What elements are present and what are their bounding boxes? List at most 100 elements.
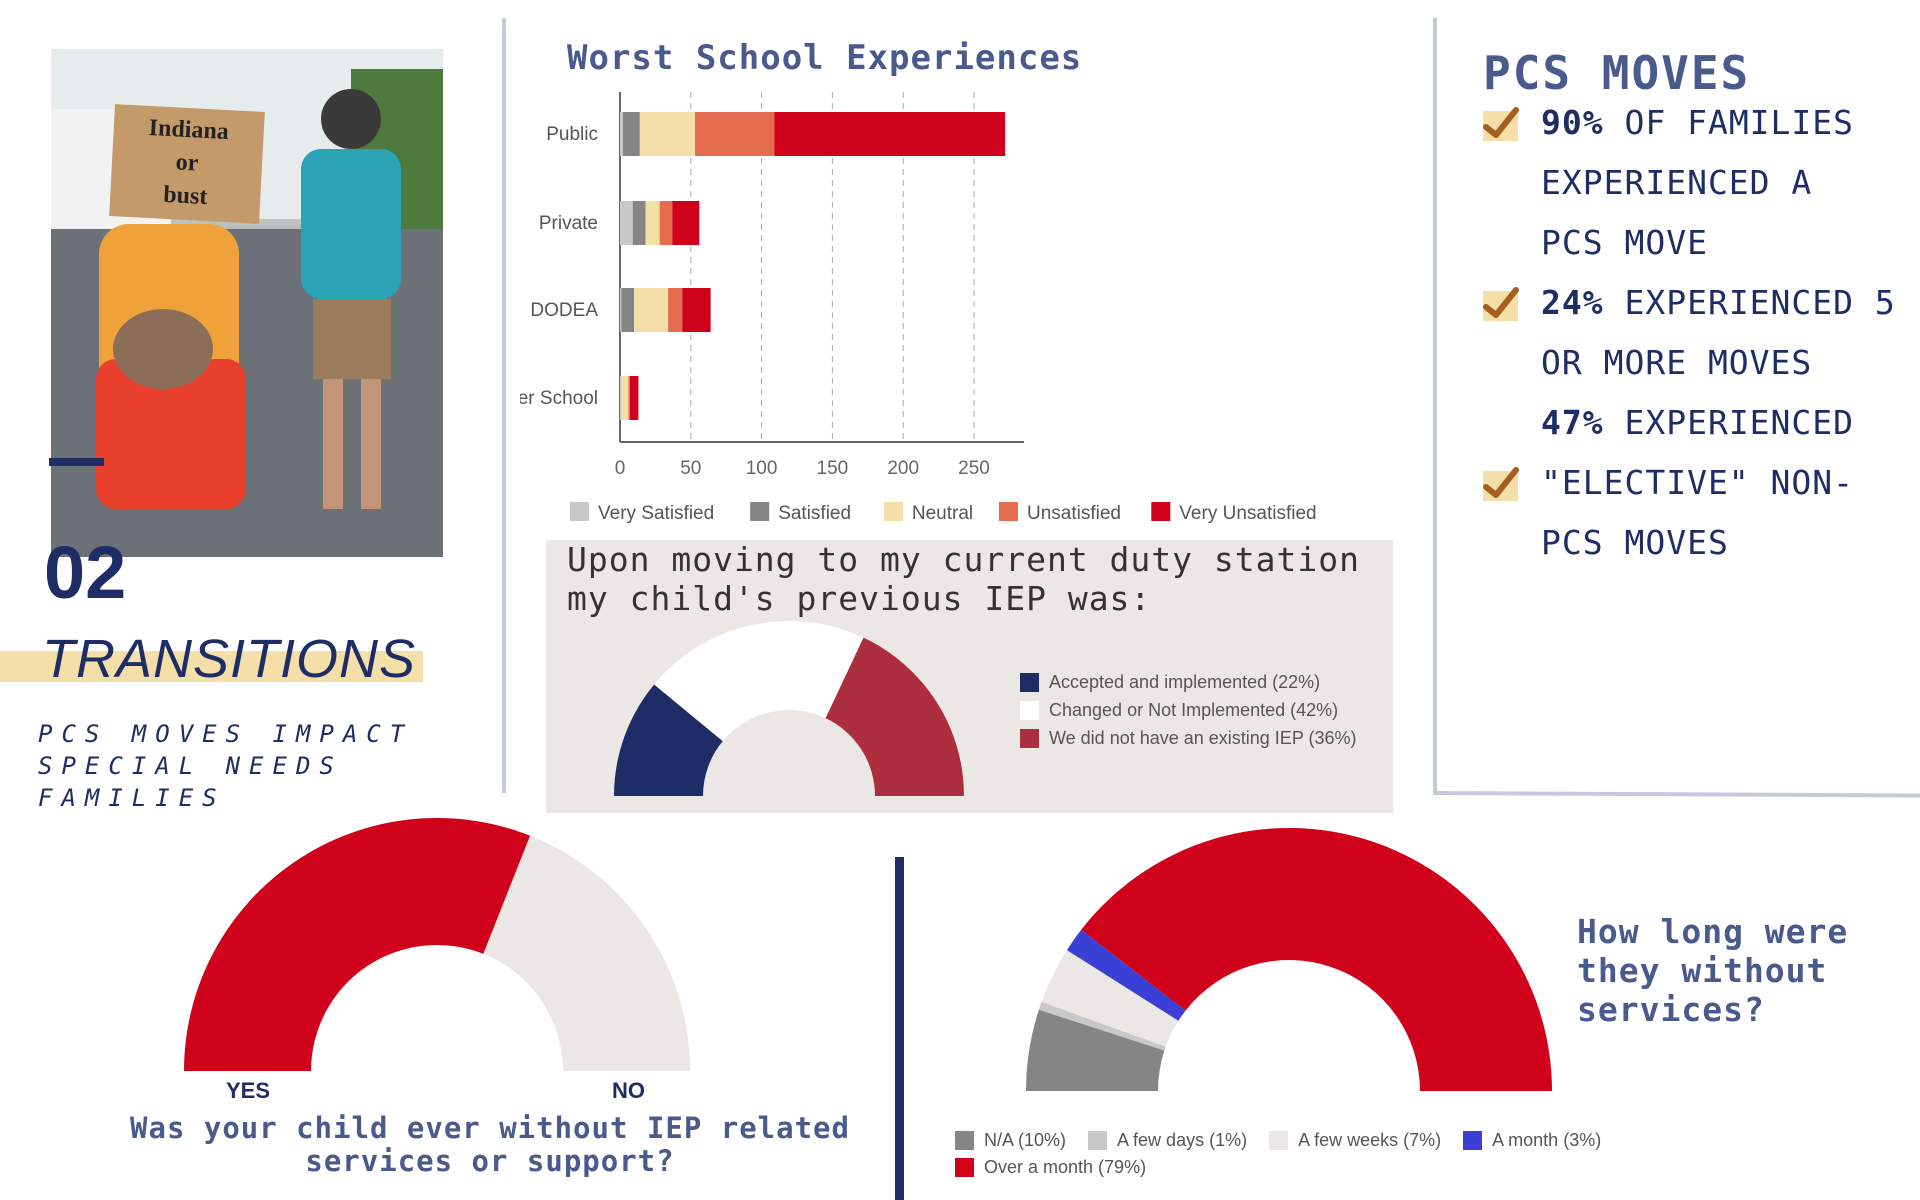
x-tick-label: 200 <box>887 458 919 479</box>
pcs-line: PCS MOVE <box>1541 223 1708 262</box>
accent-dash <box>49 458 104 466</box>
bar-segment-satisfied <box>632 201 646 245</box>
bar-chart-title: Worst School Experiences <box>567 38 1083 78</box>
category-label: DODEA <box>530 300 598 321</box>
bar-segment-very-unsatisfied <box>682 288 711 332</box>
legend-item: N/A (10%) <box>955 1130 1066 1151</box>
bar-segment-neutral <box>639 112 696 156</box>
pcs-line: "ELECTIVE" NON- <box>1541 463 1854 502</box>
legend-label: Unsatisfied <box>1027 503 1121 524</box>
legend-swatch <box>570 502 589 521</box>
yes-label: YES <box>226 1078 271 1103</box>
pcs-text: PCS MOVE <box>1541 223 1708 262</box>
kids-photo: Indiana or bust <box>51 49 443 557</box>
pcs-line: 90% OF FAMILIES <box>1541 103 1854 142</box>
category-label: Private <box>539 213 598 234</box>
pcs-line: 24% EXPERIENCED 5 <box>1541 283 1896 322</box>
pcs-moves-title: PCS MOVES <box>1483 46 1751 100</box>
x-tick-label: 250 <box>958 458 990 479</box>
section-number: 02 <box>44 531 127 614</box>
legend-label: Accepted and implemented (22%) <box>1049 672 1321 692</box>
legend-swatch <box>1463 1131 1483 1150</box>
donut-slice <box>1038 1001 1166 1051</box>
without-services-question: Was your child ever without IEP related … <box>130 1111 850 1178</box>
iep-legend: Accepted and implemented (22%) Changed o… <box>1020 668 1357 752</box>
legend-label: Changed or Not Implemented (42%) <box>1049 700 1339 720</box>
pcs-stat: 24% <box>1541 283 1604 322</box>
x-tick-label: 0 <box>615 458 626 479</box>
legend-item: A few weeks (7%) <box>1269 1130 1441 1151</box>
legend-swatch <box>1020 672 1039 692</box>
bar-segment-very-unsatisfied <box>774 112 1006 156</box>
pcs-text: EXPERIENCED A <box>1541 163 1813 202</box>
donut-slice <box>654 621 864 742</box>
legend-swatch <box>1088 1131 1108 1150</box>
without-services-half-donut <box>184 818 690 1071</box>
donut-slice <box>1081 828 1552 1091</box>
legend-item: Over a month (79%) <box>955 1157 1655 1178</box>
legend-swatch <box>750 502 770 521</box>
legend-label: Over a month (79%) <box>984 1157 1147 1177</box>
divider-right <box>1433 18 1437 795</box>
duration-half-donut <box>1026 828 1552 1091</box>
donut-slice <box>1066 929 1186 1021</box>
bar-segment-unsatisfied <box>695 112 775 156</box>
sign-line: bust <box>162 181 208 211</box>
bar-chart: 0 50 100 150 200 250 Public Private DODEA Charter… <box>520 92 1317 524</box>
bar-segment-unsatisfied <box>668 288 683 332</box>
checkmark-icon <box>1483 467 1519 501</box>
legend-swatch <box>1269 1131 1289 1150</box>
bar-segment-very-satisfied <box>620 201 633 245</box>
legend-item: A few days (1%) <box>1088 1130 1247 1151</box>
bottom-divider <box>895 857 904 1200</box>
pcs-line: OR MORE MOVES <box>1541 343 1812 382</box>
bar-segment-very-satisfied <box>620 112 623 156</box>
bar-segment-very-unsatisfied <box>629 376 639 420</box>
legend-label: Satisfied <box>778 503 851 524</box>
pcs-text: EXPERIENCED 5 <box>1603 283 1896 322</box>
duration-question: How long were they without services? <box>1577 912 1849 1029</box>
bar-segment-unsatisfied <box>628 376 630 420</box>
legend-swatch <box>955 1158 974 1177</box>
x-tick-label: 150 <box>817 458 849 479</box>
bar-segment-very-unsatisfied <box>672 201 700 245</box>
legend-item: We did not have an existing IEP (36%) <box>1020 724 1357 752</box>
pcs-line: PCS MOVES <box>1541 523 1729 562</box>
pcs-text: PCS MOVES <box>1541 523 1729 562</box>
bar-segment-very-satisfied <box>620 288 622 332</box>
pcs-text: EXPERIENCED <box>1603 403 1855 442</box>
legend-label: A few days (1%) <box>1117 1130 1248 1150</box>
bar-segment-satisfied <box>621 288 635 332</box>
pcs-text: "ELECTIVE" NON- <box>1541 463 1855 502</box>
title-highlight-band <box>0 651 423 682</box>
legend-item: A month (3%) <box>1463 1130 1601 1151</box>
category-label: Charter School <box>520 388 598 409</box>
legend-swatch <box>999 502 1018 521</box>
pcs-stat: 90% <box>1541 103 1604 142</box>
donut-slice <box>483 835 690 1071</box>
section-title: TRANSITIONS <box>42 629 417 689</box>
bar-segment-neutral <box>645 201 660 245</box>
legend-swatch <box>1020 728 1039 748</box>
legend-label: Very Unsatisfied <box>1179 503 1316 524</box>
bar-segment-neutral <box>621 376 629 420</box>
donut-slice <box>1041 950 1179 1047</box>
pcs-line: EXPERIENCED A <box>1541 163 1812 202</box>
divider-bottom <box>1432 791 1920 798</box>
checkmark-icon <box>1483 107 1519 141</box>
checkmark-icon <box>1483 287 1519 321</box>
legend-swatch <box>1020 700 1039 720</box>
donut-slice <box>825 637 964 796</box>
duration-legend: N/A (10%) A few days (1%) A few weeks (7%)… <box>955 1130 1655 1178</box>
donut-slice <box>184 818 531 1071</box>
indiana-or-bust-sign: Indiana or bust <box>109 104 265 224</box>
donut-slice <box>614 684 723 796</box>
x-tick-label: 100 <box>746 458 778 479</box>
iep-half-donut <box>614 621 964 796</box>
pcs-text: OF FAMILIES <box>1603 103 1855 142</box>
legend-item: Accepted and implemented (22%) <box>1020 668 1357 696</box>
pcs-text: OR MORE MOVES <box>1541 343 1813 382</box>
legend-label: Neutral <box>912 503 973 524</box>
divider-left <box>502 18 506 793</box>
legend-label: A few weeks (7%) <box>1298 1130 1442 1150</box>
